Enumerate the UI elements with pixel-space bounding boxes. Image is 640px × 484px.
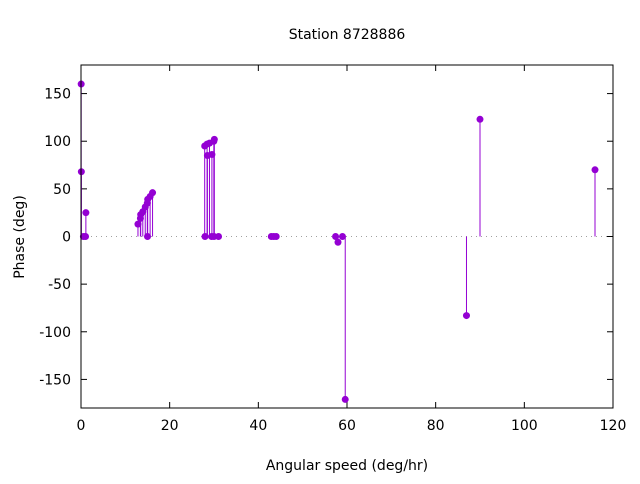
data-point [476,115,484,123]
plot-border [80,64,614,409]
data-point [462,312,470,320]
y-tick-label: -150 [39,372,71,388]
data-point [201,233,209,240]
y-tick-label: 150 [44,87,71,103]
data-point [82,233,90,240]
data-point [144,233,151,240]
x-axis-label: Angular speed (deg/hr) [266,458,428,474]
data-point [215,233,223,240]
x-tick-label: 40 [249,418,267,434]
data-point [208,151,216,159]
y-axis-label: Phase (deg) [12,195,28,279]
data-point [591,166,599,174]
x-tick-label: 80 [427,418,445,434]
y-tick-label: -100 [39,325,71,341]
data-point [272,233,280,240]
data-point [210,135,218,143]
y-tick-label: 100 [44,134,71,150]
data-point [334,238,342,246]
x-tick-label: 100 [511,418,538,434]
x-tick-label: 0 [77,418,86,434]
data-point [332,233,340,240]
data-point [341,395,349,403]
x-tick-label: 60 [338,418,356,434]
x-tick-label: 20 [161,418,179,434]
y-tick-label: 50 [53,182,71,198]
data-point [149,189,157,197]
data-point [338,233,346,240]
y-tick-label: 0 [62,230,71,246]
y-tick-label: -50 [48,277,71,293]
data-point [134,220,142,228]
chart-title: Station 8728886 [289,27,406,43]
x-tick-label: 120 [600,418,627,434]
data-point [82,209,90,217]
